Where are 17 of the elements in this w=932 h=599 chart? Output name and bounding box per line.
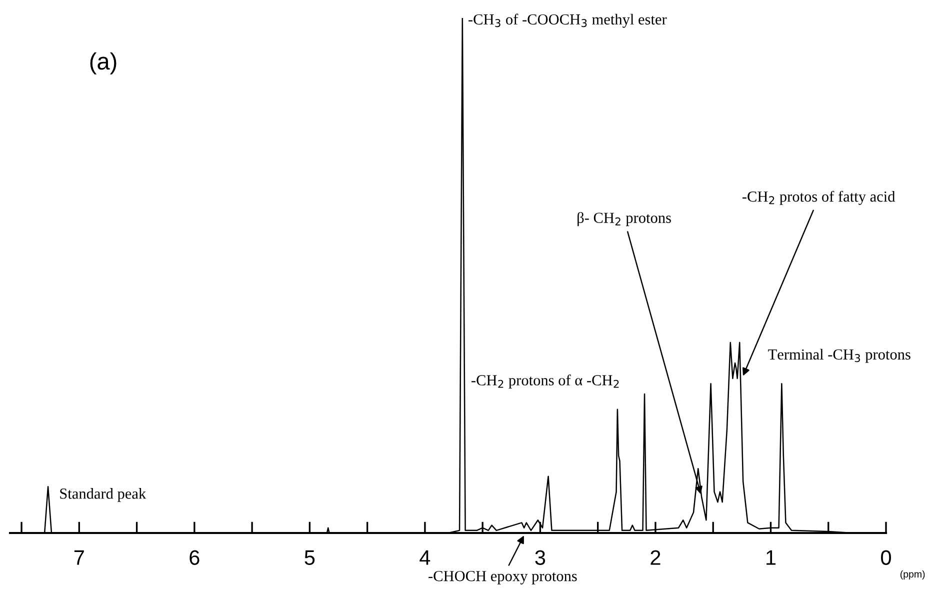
x-axis-title: (ppm) — [900, 570, 925, 580]
x-tick-label: 2 — [650, 550, 660, 565]
annotation: -CH$_{3}$ of -COOCH$_{3}$ methyl ester — [468, 14, 667, 28]
annotation: -CH$_{2}$ protons of α -CH$_{2}$ — [472, 374, 619, 389]
annotation: -CH$_{2}$ protos of fatty acid — [742, 190, 896, 205]
annotation: β- CH$_{2}$ protons — [578, 212, 671, 226]
x-tick-label: 3 — [535, 550, 546, 565]
annotation: -CHOCH epoxy protons — [428, 570, 577, 584]
x-tick-label: 5 — [304, 550, 315, 565]
annotation: Terminal -CH$_{3}$ protons — [768, 348, 910, 363]
x-tick-label: 4 — [420, 550, 430, 565]
x-tick-label: 1 — [766, 550, 776, 565]
x-tick-label: 7 — [74, 550, 84, 565]
text: (a) — [90, 52, 116, 74]
x-tick-label: 0 — [881, 550, 891, 565]
x-tick-label: 6 — [190, 550, 200, 565]
annotation: Standard peak — [60, 488, 146, 502]
